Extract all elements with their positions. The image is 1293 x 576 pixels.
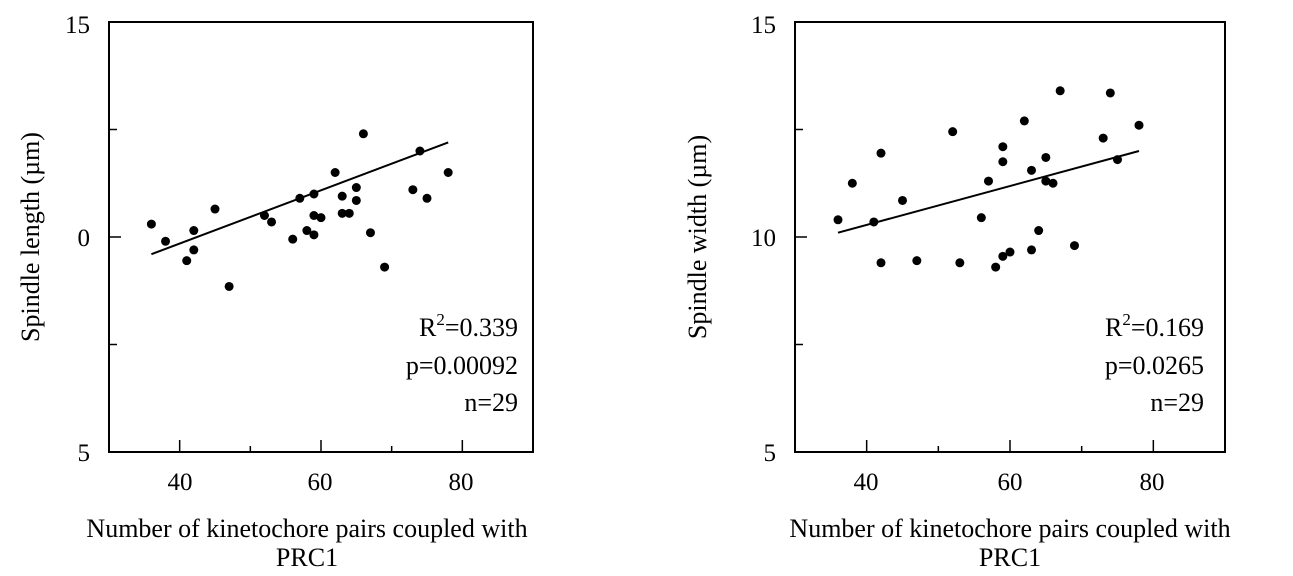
r2-prefix: R	[419, 313, 437, 342]
data-point	[330, 168, 340, 177]
data-point	[1005, 247, 1015, 257]
data-point	[976, 213, 986, 223]
data-point	[337, 191, 347, 201]
data-point	[876, 258, 886, 268]
data-point	[876, 148, 886, 158]
data-point	[302, 226, 312, 236]
data-point	[210, 204, 220, 214]
data-point	[351, 195, 361, 205]
n-annotation: n=29	[464, 388, 518, 417]
data-point	[161, 236, 171, 246]
data-point	[189, 226, 199, 236]
data-point	[344, 208, 354, 218]
x-axis-title-line2: PRC1	[979, 543, 1041, 572]
data-point	[833, 215, 843, 225]
y-axis-title: Spindle length (µm)	[16, 132, 45, 342]
fit-line	[837, 150, 1140, 234]
data-point	[1027, 165, 1036, 175]
x-tick-label-80: 80	[1140, 469, 1165, 496]
data-point	[1041, 176, 1051, 186]
data-point	[351, 183, 361, 193]
chart-spindle-length: 15 0 5 40 60 80 Spindle length (µm) Numb…	[16, 12, 534, 572]
data-point	[898, 195, 907, 205]
data-point	[295, 193, 305, 203]
y-tick-label-top: 15	[65, 12, 90, 39]
x-tick-label-40: 40	[854, 469, 879, 496]
data-point	[224, 281, 234, 291]
data-point	[443, 168, 453, 177]
data-point	[847, 178, 857, 188]
data-point	[912, 256, 922, 266]
regression-line	[837, 150, 1140, 234]
r2-value: =0.339	[445, 313, 518, 342]
data-point	[189, 245, 199, 255]
r2-superscript: 2	[436, 310, 445, 329]
data-point	[337, 208, 347, 218]
data-point	[182, 256, 192, 266]
data-point	[984, 176, 993, 186]
data-point	[316, 213, 326, 223]
data-points	[146, 129, 453, 291]
data-point	[288, 234, 298, 244]
x-axis-title-line1: Number of kinetochore pairs coupled with	[86, 514, 527, 543]
axis-ticks	[795, 21, 1155, 453]
data-point	[1055, 86, 1065, 96]
data-point	[1034, 226, 1044, 236]
data-point	[146, 219, 156, 229]
data-point	[1113, 155, 1122, 165]
x-tick-label-80: 80	[449, 469, 474, 496]
x-tick-label-40: 40	[168, 469, 193, 496]
data-point	[1070, 241, 1079, 251]
y-tick-label-bottom: 5	[78, 440, 91, 467]
data-point	[998, 251, 1008, 261]
data-point	[991, 262, 1001, 272]
x-tick-label-60: 60	[998, 469, 1023, 496]
data-point	[309, 230, 319, 240]
y-tick-label-bottom: 5	[764, 440, 777, 467]
axis-ticks	[109, 21, 464, 453]
data-point	[259, 211, 269, 220]
chart-spindle-width: 15 10 5 40 60 80 Spindle width (µm) Numb…	[683, 12, 1231, 572]
r-squared-annotation: R2=0.169	[1105, 310, 1204, 342]
data-point	[1048, 178, 1058, 188]
data-point	[1134, 120, 1144, 130]
data-point	[365, 228, 375, 238]
r-squared-annotation: R2=0.339	[419, 310, 518, 342]
data-point	[998, 157, 1008, 167]
data-point	[267, 217, 277, 227]
data-point	[1098, 133, 1108, 143]
p-value-annotation: p=0.00092	[406, 351, 518, 380]
data-point	[415, 146, 425, 156]
r2-superscript: 2	[1122, 310, 1131, 329]
p-value-annotation: p=0.0265	[1105, 351, 1204, 380]
data-point	[422, 193, 432, 203]
y-axis-title: Spindle width (µm)	[683, 135, 712, 339]
data-point	[955, 258, 965, 268]
data-points	[833, 86, 1144, 272]
y-tick-label-top: 15	[751, 12, 776, 39]
data-point	[309, 211, 319, 220]
data-point	[358, 129, 368, 139]
x-axis-title-line2: PRC1	[276, 543, 338, 572]
data-point	[380, 262, 390, 272]
data-point	[998, 142, 1008, 152]
y-tick-label-mid: 0	[78, 225, 91, 252]
x-tick-label-60: 60	[308, 469, 333, 496]
data-point	[1041, 152, 1051, 162]
data-point	[1027, 245, 1036, 255]
data-point	[408, 185, 418, 195]
data-point	[309, 189, 319, 199]
data-point	[1019, 116, 1029, 126]
data-point	[948, 127, 958, 137]
r2-prefix: R	[1105, 313, 1123, 342]
r2-value: =0.169	[1131, 313, 1204, 342]
data-point	[1105, 88, 1115, 98]
data-point	[869, 217, 879, 227]
n-annotation: n=29	[1150, 388, 1204, 417]
y-tick-label-mid: 10	[751, 225, 776, 252]
x-axis-title-line1: Number of kinetochore pairs coupled with	[789, 514, 1230, 543]
